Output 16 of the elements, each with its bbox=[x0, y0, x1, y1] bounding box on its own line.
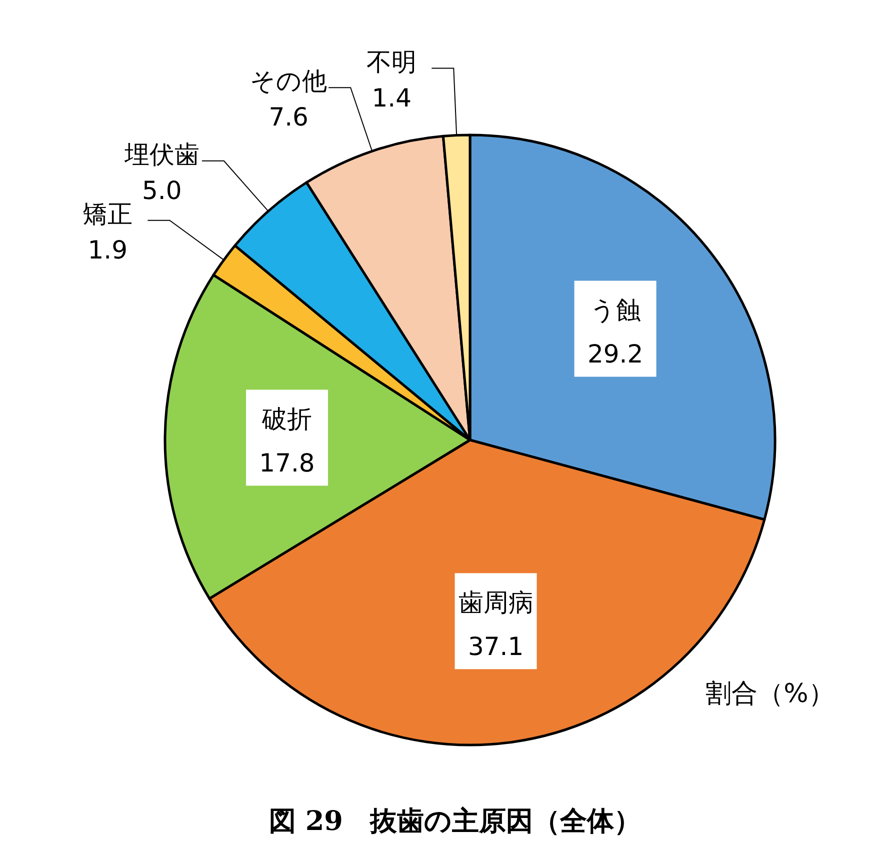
slice-label: う蝕 bbox=[590, 296, 641, 325]
text: 割合（%） bbox=[706, 679, 834, 709]
data-label: 1.4 bbox=[372, 83, 412, 112]
data-label: 17.8 bbox=[259, 448, 315, 478]
data-label: 5.0 bbox=[142, 176, 182, 205]
data-label: 37.1 bbox=[468, 632, 524, 662]
text: 図 29 抜歯の主原因（全体） bbox=[269, 806, 641, 837]
slice-label: 破折 bbox=[261, 404, 312, 434]
slice-label: その他 bbox=[250, 66, 328, 96]
slice-label: 埋伏歯 bbox=[123, 140, 200, 169]
data-label: 1.9 bbox=[88, 235, 128, 264]
slice-label: 不明 bbox=[366, 47, 417, 76]
data-label: 29.2 bbox=[587, 340, 644, 369]
data-label: 7.6 bbox=[268, 102, 308, 132]
slice-label: 歯周病 bbox=[458, 588, 534, 618]
slice-label: 矯正 bbox=[82, 199, 133, 228]
